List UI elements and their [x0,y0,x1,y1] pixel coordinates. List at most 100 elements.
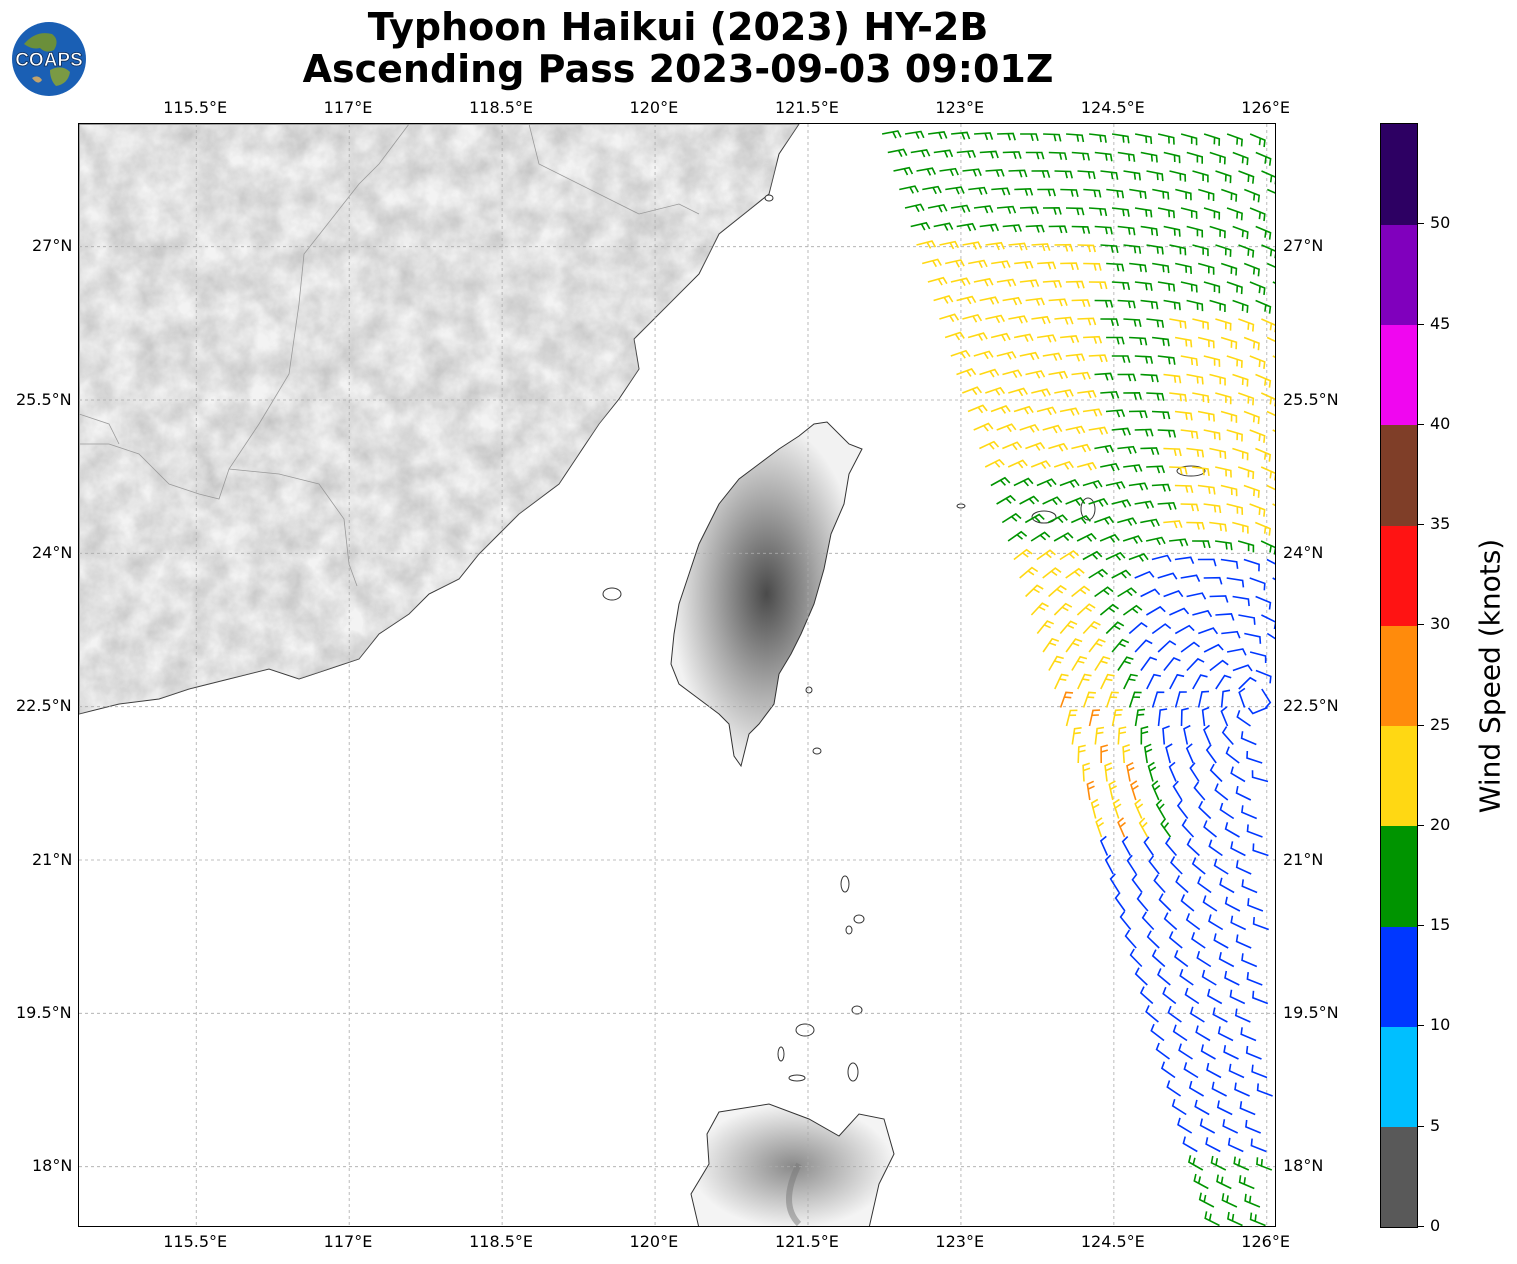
lon-label-top-3: 120°E [629,98,679,117]
chart-title-line1: Typhoon Haikui (2023) HY-2B [367,5,989,49]
wind-barb [1134,708,1146,727]
wind-barb [1152,262,1170,274]
wind-barb [1111,207,1130,217]
colorbar-tick-0: 0 [1418,1216,1440,1235]
wind-barb [1094,151,1113,162]
wind-barb [1245,1045,1262,1060]
wind-barb [1014,260,1034,270]
wind-barb [1163,151,1181,164]
wind-barb [1182,1136,1198,1153]
wind-barb [1134,428,1154,437]
wind-barb [1243,262,1260,277]
lon-label-top-2: 118.5°E [469,98,534,117]
wind-barb [1243,558,1260,572]
wind-barb [1241,879,1258,894]
wind-barb [1204,1211,1220,1226]
wind-barb [944,331,965,341]
colorbar-tick-7: 35 [1418,514,1450,533]
wind-barb [1099,603,1119,616]
wind-barb [1266,558,1275,565]
wind-barb [1151,410,1171,420]
wind-barb [1169,673,1185,690]
wind-barb [1218,952,1235,968]
wind-barb [1163,590,1184,598]
wind-barb [1215,674,1232,690]
wind-barb [910,149,931,158]
wind-barb [1138,817,1149,838]
wind-barb [1007,530,1028,542]
lon-label-top-5: 123°E [935,98,985,117]
colorbar-bin-10 [1381,124,1417,225]
wind-speed-colorbar [1380,123,1418,1228]
wind-barb [1177,1117,1193,1134]
wind-barb [1122,604,1143,616]
wind-barb [1036,620,1055,635]
wind-barb [1249,577,1266,591]
wind-barb [1214,783,1229,801]
wind-barb [1150,1023,1165,1042]
wind-barb [916,167,937,176]
colorbar-bin-8 [1381,324,1417,426]
wind-barb [927,276,948,286]
wind-barb [1126,761,1135,782]
wind-barb [1163,520,1183,529]
wind-barb [1220,484,1238,497]
wind-barb [1151,483,1171,492]
wind-barb [1198,188,1215,202]
wind-barb [1180,707,1189,727]
wind-barb [1030,531,1051,542]
wind-barb [1261,170,1275,185]
wind-barb [1221,630,1241,639]
wind-barb [1158,893,1172,912]
wind-barb [1168,931,1183,949]
wind-barb [1106,336,1125,345]
wind-barb [1180,207,1198,219]
wind-barb [1225,746,1240,764]
wind-barb [967,332,988,341]
wind-barb [985,168,1005,177]
wind-barb [1117,151,1136,162]
wind-barb [1070,515,1092,524]
wind-barb [984,458,1005,468]
wind-barb [1047,514,1068,524]
wind-barb [1146,244,1164,255]
wind-barbs [881,130,1275,1226]
wind-barb [1221,1193,1238,1208]
wind-barb [1042,279,1062,288]
wind-barb [1104,854,1114,875]
wind-barb [1163,657,1181,671]
wind-barb [1220,689,1231,708]
wind-barb [1143,836,1155,856]
wind-barb [1013,548,1033,561]
wind-barb [1193,781,1206,801]
wind-barb [1140,373,1159,383]
wind-barb [1215,244,1232,257]
wind-barb [1088,426,1109,435]
wind-barb [1203,355,1221,367]
wind-barb [1209,373,1226,386]
wind-barb [1201,969,1217,986]
wind-barb [1209,659,1229,672]
wind-barb [1048,151,1068,161]
wind-barb [1042,637,1060,653]
wind-barb [939,313,960,323]
wind-barb [1198,627,1219,635]
wind-barb [1099,835,1109,856]
wind-barb [1197,876,1212,894]
colorbar-bin-5 [1381,625,1417,727]
wind-barb [1243,484,1260,498]
colorbar-tick-2: 10 [1418,1015,1450,1034]
wind-barb [1191,857,1206,875]
wind-barb [1179,968,1194,986]
wind-barb [1255,447,1272,462]
wind-barb [1134,639,1153,653]
wind-barb [1232,225,1249,240]
wind-barb [1215,170,1232,184]
wind-barb [1083,262,1102,271]
wind-barb [1088,638,1106,653]
wind-barb [1223,1045,1239,1060]
wind-barb [1036,478,1057,488]
wind-barb [1019,351,1040,361]
wind-barb [1232,664,1253,672]
wind-barb [1077,673,1092,690]
